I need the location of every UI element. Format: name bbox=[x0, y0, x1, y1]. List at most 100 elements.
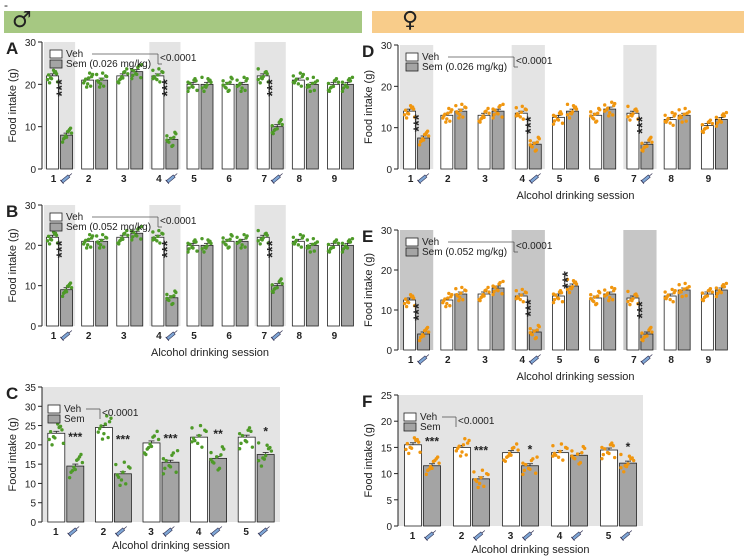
data-point bbox=[424, 472, 429, 477]
data-point bbox=[221, 79, 225, 83]
data-point bbox=[492, 113, 496, 117]
data-point bbox=[668, 121, 672, 125]
data-point bbox=[221, 236, 225, 240]
x-tick-label: 7 bbox=[631, 174, 637, 185]
data-point bbox=[195, 88, 199, 93]
data-point bbox=[96, 80, 101, 84]
data-point bbox=[461, 115, 465, 119]
data-point bbox=[412, 304, 417, 308]
data-point bbox=[200, 445, 204, 449]
y-tick-label: 20 bbox=[25, 80, 37, 91]
legend-sem-label: Sem (0.052 mg/kg) bbox=[66, 222, 151, 233]
legend-veh-label: Veh bbox=[420, 412, 437, 423]
panel-label: E bbox=[362, 227, 373, 246]
data-point bbox=[589, 114, 593, 118]
y-axis-label: Food intake (g) bbox=[7, 229, 19, 303]
data-point bbox=[94, 72, 99, 77]
veh-bar bbox=[81, 240, 95, 327]
data-point bbox=[194, 240, 198, 244]
data-point bbox=[261, 456, 265, 460]
sem-bar bbox=[341, 83, 354, 170]
data-point bbox=[122, 460, 127, 464]
data-point bbox=[237, 431, 242, 436]
data-point bbox=[264, 231, 268, 235]
data-point bbox=[103, 74, 108, 78]
data-point bbox=[460, 450, 464, 454]
female-header-bar bbox=[372, 11, 744, 33]
sem-bar bbox=[130, 71, 144, 170]
data-point bbox=[85, 82, 90, 86]
data-point bbox=[52, 70, 57, 75]
data-point bbox=[626, 115, 630, 119]
data-point bbox=[161, 472, 166, 476]
data-point bbox=[524, 462, 528, 467]
data-point bbox=[551, 300, 556, 305]
y-tick-label: 0 bbox=[386, 522, 392, 533]
syringe-icon bbox=[67, 526, 80, 538]
data-point bbox=[226, 246, 230, 250]
x-tick-label: 4 bbox=[196, 527, 202, 538]
data-point bbox=[608, 295, 612, 300]
data-point bbox=[341, 86, 346, 90]
data-point bbox=[611, 113, 615, 117]
data-point bbox=[563, 445, 568, 450]
significance-marker: *** bbox=[54, 79, 71, 97]
y-tick-label: 30 bbox=[25, 38, 37, 49]
data-point bbox=[701, 130, 706, 135]
data-point bbox=[650, 140, 654, 144]
significance-marker: *** bbox=[264, 79, 281, 97]
data-point bbox=[135, 72, 139, 77]
data-point bbox=[139, 75, 143, 80]
data-point bbox=[191, 85, 195, 89]
data-point bbox=[208, 239, 212, 244]
data-point bbox=[442, 114, 446, 118]
data-point bbox=[600, 456, 604, 461]
legend-pvalue: <0.0001 bbox=[160, 53, 197, 64]
data-point bbox=[85, 243, 90, 247]
x-tick-label: 3 bbox=[121, 331, 127, 342]
data-point bbox=[172, 294, 176, 298]
data-point bbox=[663, 290, 667, 294]
data-point bbox=[714, 124, 719, 128]
data-point bbox=[296, 82, 301, 86]
data-point bbox=[706, 120, 711, 124]
data-point bbox=[266, 80, 270, 84]
sem-bar bbox=[570, 454, 588, 527]
data-point bbox=[256, 239, 260, 243]
significance-marker: *** bbox=[522, 116, 539, 134]
data-point bbox=[596, 111, 600, 115]
data-point bbox=[273, 127, 277, 132]
data-point bbox=[186, 241, 190, 246]
data-point bbox=[344, 245, 349, 250]
data-point bbox=[165, 134, 169, 138]
panel-B-chart: B 0 10 20 30 Food intake (g) 1 2 3 4 5 6 7 8 9 *** *** **… bbox=[6, 201, 355, 359]
veh-bar bbox=[116, 75, 130, 170]
data-point bbox=[258, 242, 262, 246]
female-symbol: ♀ bbox=[402, 8, 419, 33]
data-point bbox=[536, 135, 540, 140]
data-point bbox=[46, 234, 51, 239]
data-point bbox=[589, 293, 593, 297]
data-point bbox=[603, 288, 607, 292]
data-point bbox=[568, 111, 573, 115]
data-point bbox=[341, 247, 346, 251]
data-point bbox=[558, 449, 562, 454]
data-point bbox=[100, 71, 105, 75]
significance-marker: *** bbox=[159, 79, 176, 97]
data-point bbox=[560, 121, 565, 125]
data-point bbox=[627, 454, 632, 458]
sem-bar bbox=[677, 114, 691, 170]
data-point bbox=[402, 113, 407, 117]
data-point bbox=[242, 232, 246, 237]
data-point bbox=[101, 84, 106, 88]
data-point bbox=[118, 77, 122, 82]
data-point bbox=[158, 80, 162, 84]
data-point bbox=[703, 126, 708, 131]
data-point bbox=[292, 81, 297, 85]
y-tick-label: 0 bbox=[30, 518, 36, 529]
x-tick-label: 9 bbox=[706, 355, 712, 366]
legend-sem-swatch bbox=[405, 247, 419, 257]
data-point bbox=[406, 300, 411, 305]
data-point bbox=[522, 468, 527, 473]
data-point bbox=[603, 103, 607, 107]
